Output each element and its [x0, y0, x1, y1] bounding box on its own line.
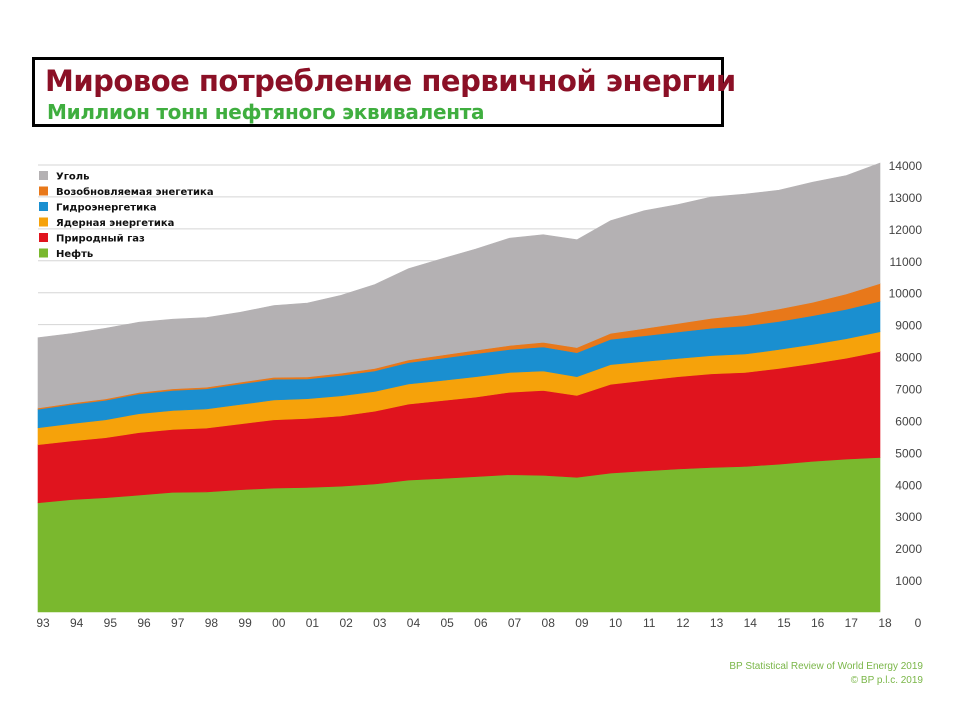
y-tick-label-2000: 2000: [895, 542, 922, 556]
y-tick-label-14000: 14000: [889, 159, 923, 173]
x-tick-label-95: 95: [104, 616, 118, 630]
y-tick-label-9000: 9000: [895, 319, 922, 333]
areas: [37, 162, 881, 613]
x-tick-label-93: 93: [36, 616, 50, 630]
x-tick-label-16: 16: [811, 616, 825, 630]
legend-label-3: Ядерная энергетика: [56, 218, 174, 229]
x-tick-label-07: 07: [508, 616, 522, 630]
chart-title: Мировое потребление первичной энергии: [45, 64, 736, 98]
x-tick-label-98: 98: [205, 616, 219, 630]
legend-swatch-2: [39, 202, 48, 211]
y-tick-label-11000: 11000: [890, 255, 923, 269]
x-tick-label-10: 10: [609, 616, 623, 630]
title-box: Мировое потребление первичной энергии Ми…: [32, 57, 736, 127]
x-tick-label-13: 13: [710, 616, 724, 630]
legend-label-0: Уголь: [56, 172, 89, 183]
y-tick-label-1000: 1000: [895, 574, 922, 588]
x-tick-label-08: 08: [542, 616, 556, 630]
x-tick-label-04: 04: [407, 616, 421, 630]
x-tick-label-11: 11: [643, 616, 656, 630]
x-tick-label-99: 99: [238, 616, 252, 630]
legend: Уголь Возобновляемая энегетика Гидроэнерге…: [39, 171, 214, 260]
y-tick-label-4000: 4000: [895, 478, 922, 492]
x-axis: 93 94 95 96 97 98 99 00 01 02 03 04 05 06 07 08 09 10 11 12…: [36, 616, 892, 630]
y-tick-label-12000: 12000: [889, 223, 923, 237]
area-series-5: [37, 162, 881, 409]
chart-subtitle: Миллион тонн нефтяного эквивалента: [47, 100, 485, 124]
y-tick-label-3000: 3000: [895, 510, 922, 524]
x-tick-label-12: 12: [676, 616, 690, 630]
x-tick-label-06: 06: [474, 616, 488, 630]
legend-swatch-3: [39, 217, 48, 227]
x-tick-label-15: 15: [777, 616, 791, 630]
x-tick-label-02: 02: [339, 616, 353, 630]
x-tick-label-94: 94: [70, 616, 84, 630]
x-tick-label-01: 01: [306, 616, 320, 630]
legend-label-4: Природный газ: [56, 234, 145, 245]
y-tick-label-13000: 13000: [889, 191, 923, 205]
legend-label-1: Возобновляемая энегетика: [56, 186, 214, 198]
x-tick-label-00: 00: [272, 616, 286, 630]
legend-label-2: Гидроэнергетика: [56, 203, 157, 214]
legend-swatch-4: [39, 233, 48, 242]
y-tick-label-10000: 10000: [889, 287, 923, 301]
x-tick-label-03: 03: [373, 616, 387, 630]
y-tick-label-6000: 6000: [895, 414, 922, 428]
legend-swatch-0: [39, 171, 48, 180]
x-tick-label-96: 96: [137, 616, 151, 630]
x-tick-label-09: 09: [575, 616, 589, 630]
legend-label-5: Нефть: [56, 248, 93, 260]
x-tick-label-18: 18: [878, 616, 892, 630]
y-tick-label-7000: 7000: [895, 383, 922, 397]
y-tick-label-8000: 8000: [895, 351, 922, 365]
y-axis: 0 1000 2000 3000 4000 5000 6000 7000 8000 9000 100…: [889, 159, 923, 630]
x-tick-label-17: 17: [845, 616, 859, 630]
x-tick-label-14: 14: [744, 616, 758, 630]
source-line-2: © BP p.l.c. 2019: [850, 675, 923, 686]
y-tick-label-0: 0: [915, 616, 922, 630]
legend-swatch-1: [39, 186, 48, 196]
source-line-1: BP Statistical Review of World Energy 20…: [729, 661, 923, 672]
x-tick-label-05: 05: [440, 616, 454, 630]
x-tick-label-97: 97: [171, 616, 185, 630]
y-tick-label-5000: 5000: [895, 446, 922, 460]
legend-swatch-5: [39, 248, 48, 258]
